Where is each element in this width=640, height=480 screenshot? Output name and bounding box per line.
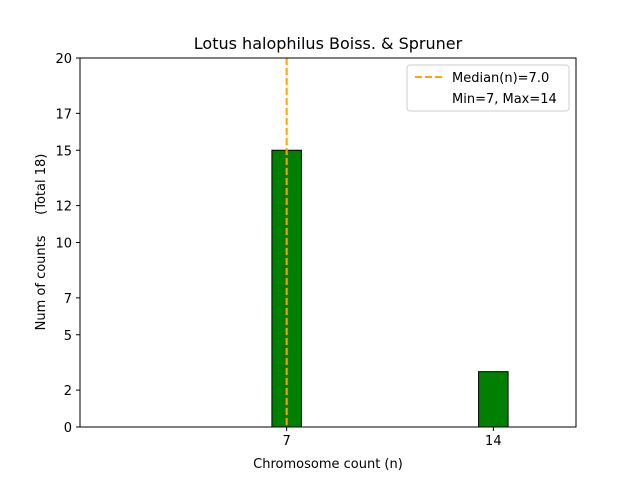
legend: Median(n)=7.0 Min=7, Max=14 [406,64,570,112]
y-tick-label: 20 [55,52,72,67]
legend-box [406,64,570,112]
y-tick-label: 7 [64,292,72,307]
y-tick-label: 5 [64,329,72,344]
chart-title: Lotus halophilus Boiss. & Spruner [194,34,463,53]
legend-minmax-label: Min=7, Max=14 [452,92,557,107]
x-axis-label: Chromosome count (n) [253,457,403,472]
y-tick-label: 10 [55,237,72,252]
legend-median-label: Median(n)=7.0 [452,71,549,86]
bar-14 [478,371,509,428]
y-tick-label: 0 [64,421,72,436]
y-tick-label: 17 [55,107,72,122]
x-tick-label: 7 [283,434,291,449]
x-tick-label: 14 [485,434,502,449]
y-tick-label: 12 [55,200,72,215]
y-axis-label: Num of counts (Total 18) [34,154,49,331]
y-tick-label: 15 [55,144,72,159]
y-tick-label: 2 [64,384,72,399]
